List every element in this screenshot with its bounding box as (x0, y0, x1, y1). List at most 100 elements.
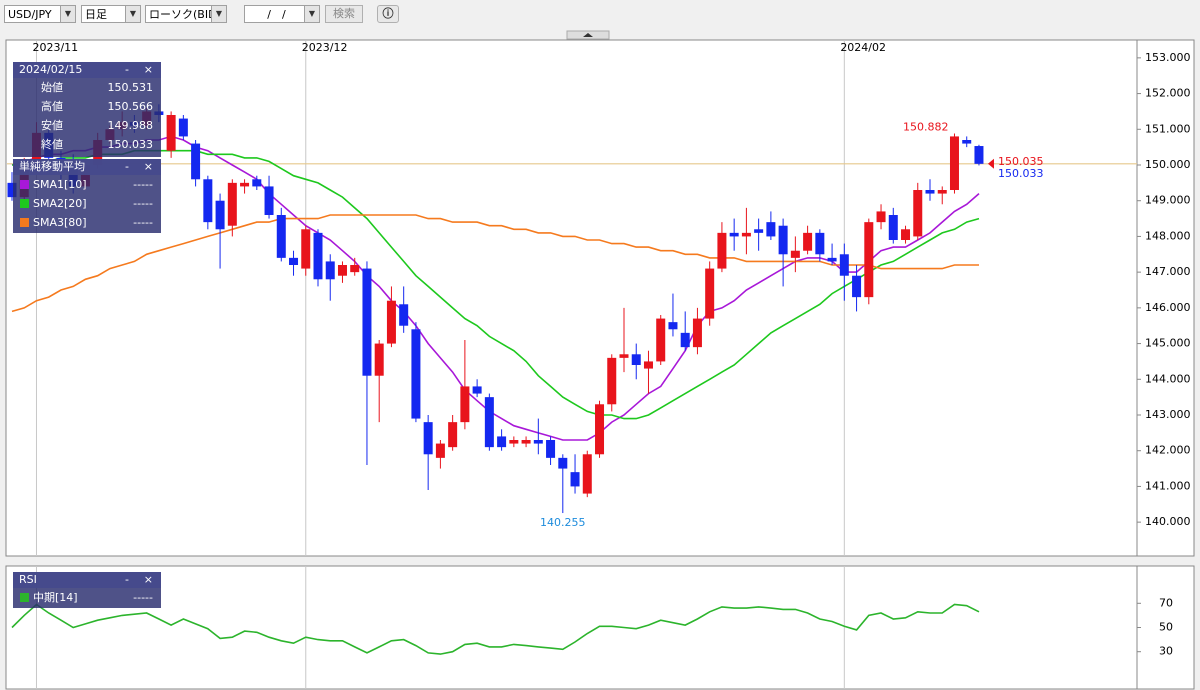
candle-body (790, 250, 800, 258)
y-tick-label: 140.000 (1145, 515, 1191, 528)
candle-body (619, 354, 629, 358)
date: / / (267, 8, 286, 21)
y-tick-label: 143.000 (1145, 408, 1191, 421)
y-tick-label: 147.000 (1145, 265, 1191, 278)
candle-body (191, 143, 201, 180)
legend-swatch (20, 199, 29, 208)
candle-body (729, 232, 739, 237)
candle-body (717, 232, 727, 269)
candle-body (362, 268, 372, 376)
pair-select[interactable]: USD/JPY ▼ (4, 5, 76, 23)
minimize[interactable]: - (125, 160, 129, 173)
candle-body (949, 136, 959, 190)
candle-body (521, 440, 531, 444)
y-tick-label: 151.000 (1145, 122, 1191, 135)
info-label: 高値 (41, 100, 63, 113)
candle-body (803, 232, 813, 251)
chart-type-select[interactable]: ローソク(BID) ▼ (145, 5, 227, 23)
dropdown[interactable]: ▼ (60, 6, 75, 22)
close[interactable]: × (143, 63, 153, 76)
legend-item: SMA3[80] ----- (13, 213, 161, 232)
info-row: 終値 150.033 (13, 135, 161, 154)
info-panel: 2024/02/15 - × 始値 150.531 高値 150.566 安値 149.9… (13, 62, 161, 157)
minimize[interactable]: - (125, 573, 129, 586)
candle-body (252, 179, 262, 187)
candle-body (595, 404, 605, 455)
candle-body (913, 190, 923, 237)
legend-title: 単純移動平均 (19, 160, 85, 173)
candle-body (337, 265, 347, 276)
y-tick-label: 153.000 (1145, 51, 1191, 64)
candle-body (227, 182, 237, 226)
candle-body (692, 318, 702, 348)
minimize[interactable]: - (125, 63, 129, 76)
candle-body (766, 222, 776, 237)
period-select[interactable]: 日足 ▼ (81, 5, 141, 23)
candle-body (974, 146, 984, 164)
candle-body (435, 443, 445, 458)
candle-body (937, 190, 947, 194)
candle-body (509, 440, 519, 444)
candle-body (570, 472, 580, 487)
high-label: 150.882 (903, 121, 949, 134)
legend-swatch (20, 593, 29, 602)
legend-swatch (20, 218, 29, 227)
candle-body (374, 343, 384, 376)
legend-value: ----- (133, 178, 153, 191)
price-panel (5, 39, 1195, 557)
info-label: 安値 (41, 119, 63, 132)
candle-body (215, 200, 225, 230)
sma-line (11, 214, 979, 313)
candle-body (925, 190, 935, 194)
candle-body (754, 229, 764, 233)
candle-body (864, 222, 874, 298)
info-row: 安値 149.988 (13, 116, 161, 135)
close[interactable]: × (143, 160, 153, 173)
candle-body (497, 436, 507, 448)
info-row: 高値 150.566 (13, 97, 161, 116)
candle-body (558, 457, 568, 469)
dropdown[interactable]: ▼ (304, 6, 319, 22)
legend-item: 中期[14] ----- (13, 588, 161, 607)
candle-body (582, 454, 592, 494)
toolbar: USD/JPY ▼ 日足 ▼ ローソク(BID) ▼ / / ▼ 検索 ⓘ (0, 0, 1200, 30)
x-tick-label: 2024/02 (840, 41, 886, 54)
candle-body (680, 332, 690, 348)
candle-body (668, 322, 678, 330)
candle-body (852, 275, 862, 298)
price-marker (987, 158, 994, 169)
rsi-title: RSI (19, 573, 37, 586)
info-value: 150.033 (107, 138, 154, 151)
candle-body (289, 257, 299, 265)
search: 検索 (333, 7, 355, 20)
y-tick-label: 142.000 (1145, 444, 1191, 457)
y-tick-label: 70 (1159, 596, 1173, 609)
pair: USD/JPY (8, 8, 52, 21)
legend-item: SMA2[20] ----- (13, 194, 161, 213)
candle-body (546, 440, 556, 458)
dropdown[interactable]: ▼ (125, 6, 140, 22)
x-tick-label: 2023/11 (32, 41, 78, 54)
date-input[interactable]: / / ▼ (244, 5, 320, 23)
candle-body (631, 354, 641, 365)
candle-body (484, 397, 494, 448)
candle-body (423, 422, 433, 455)
search-button[interactable]: 検索 (325, 5, 363, 23)
candle-body (888, 215, 898, 240)
candle-body (178, 118, 188, 137)
close[interactable]: × (143, 573, 153, 586)
candle-body (778, 225, 788, 255)
y-tick-label: 150.000 (1145, 158, 1191, 171)
info-label: 終値 (41, 138, 63, 151)
dropdown[interactable]: ▼ (211, 6, 226, 22)
legend-header: 単純移動平均 - × (13, 159, 161, 175)
y-tick-label: 152.000 (1145, 87, 1191, 100)
y-tick-label: 148.000 (1145, 229, 1191, 242)
candle-body (643, 361, 653, 369)
y-tick-label: 144.000 (1145, 372, 1191, 385)
legend-value: ----- (133, 591, 153, 604)
candle-body (705, 268, 715, 319)
period: 日足 (85, 8, 107, 21)
info-button[interactable]: ⓘ (377, 5, 399, 23)
